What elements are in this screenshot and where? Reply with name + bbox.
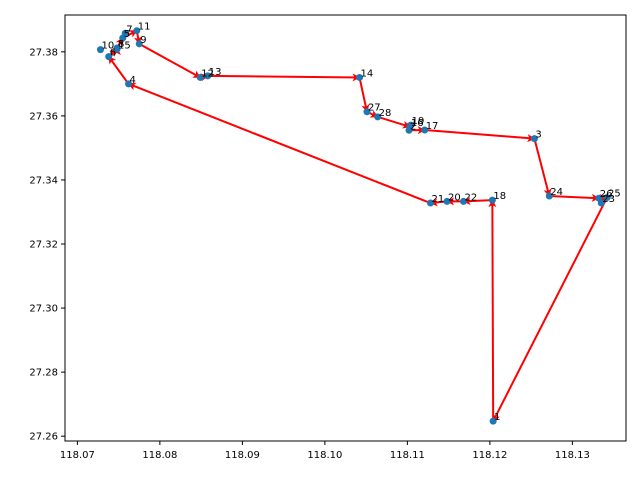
data-point <box>363 108 371 116</box>
point-label: 21 <box>431 194 444 205</box>
data-point <box>204 72 212 80</box>
point-label: 24 <box>550 187 563 198</box>
plot-background <box>65 15 626 441</box>
x-axis-ticks: 118.07 118.08 118.09 118.10 118.11 118.12 118.… <box>60 441 590 461</box>
y-tick-label: 27.36 <box>29 111 58 122</box>
point-label: 2 <box>410 121 416 132</box>
y-axis-ticks: 27.26 27.28 27.30 27.32 27.34 27.36 27.38 <box>29 47 65 443</box>
route-arrow <box>127 82 431 204</box>
data-point <box>374 113 382 121</box>
data-point <box>125 80 133 88</box>
point-label: 5 <box>124 29 130 40</box>
plot-frame <box>64 14 627 442</box>
point-label: 3 <box>535 130 541 141</box>
point-label: 7 <box>126 24 132 35</box>
x-tick-label: 118.11 <box>390 450 425 461</box>
x-tick-label: 118.13 <box>555 450 590 461</box>
route-arrow <box>533 138 552 197</box>
point-label: 10 <box>101 41 114 52</box>
y-tick-label: 27.28 <box>29 368 58 379</box>
point-label: 14 <box>361 68 374 79</box>
route-arrow <box>207 73 361 82</box>
point-label: 4 <box>130 75 136 86</box>
point-label: 26 <box>600 189 613 200</box>
data-point <box>96 46 104 54</box>
data-point <box>488 196 496 204</box>
data-point <box>105 53 113 61</box>
data-points <box>96 27 611 425</box>
y-tick-label: 27.38 <box>29 47 58 58</box>
data-point <box>530 135 538 143</box>
point-label: 9 <box>140 35 146 46</box>
route-arrow <box>549 193 600 202</box>
y-tick-label: 27.26 <box>29 432 58 443</box>
x-tick-label: 118.09 <box>225 450 260 461</box>
data-point <box>407 121 415 129</box>
point-label: 18 <box>493 191 506 202</box>
point-label: 1 <box>494 412 500 423</box>
data-point <box>135 40 143 48</box>
point-label: 22 <box>464 192 477 203</box>
data-point <box>489 417 497 425</box>
point-label: 6 <box>110 48 116 59</box>
route-arrow <box>358 77 370 113</box>
data-point <box>196 73 204 81</box>
point-label: 15 <box>118 40 131 51</box>
point-label: 12 <box>201 68 214 79</box>
data-point <box>133 27 141 35</box>
point-label: 20 <box>448 192 461 203</box>
data-point <box>459 197 467 205</box>
route-arrow <box>462 197 493 206</box>
y-tick-label: 27.34 <box>29 175 58 186</box>
data-point <box>545 192 553 200</box>
point-label: 16 <box>411 118 424 129</box>
y-tick-label: 27.32 <box>29 240 58 251</box>
data-point <box>356 73 364 81</box>
x-tick-label: 118.10 <box>307 450 342 461</box>
point-label: 13 <box>209 67 222 78</box>
route-arrow <box>377 115 411 129</box>
point-label: 19 <box>412 116 425 127</box>
point-label: 27 <box>368 103 381 114</box>
route-arrow <box>424 128 536 143</box>
point-label: 17 <box>426 121 439 132</box>
route-arrow <box>488 199 497 422</box>
point-label: 23 <box>602 194 615 205</box>
point-label: 25 <box>608 189 621 200</box>
y-tick-label: 27.30 <box>29 304 58 315</box>
data-point <box>595 194 603 202</box>
data-point <box>426 199 434 207</box>
data-point <box>121 29 129 37</box>
point-label: 8 <box>118 39 124 50</box>
route-arrow <box>138 42 202 79</box>
data-point <box>421 126 429 134</box>
route-arrow <box>107 55 130 85</box>
data-point <box>603 194 611 202</box>
x-tick-label: 118.12 <box>472 450 507 461</box>
point-label: 28 <box>379 108 392 119</box>
point-label: 11 <box>138 22 151 33</box>
x-tick-label: 118.07 <box>60 450 95 461</box>
x-tick-label: 118.08 <box>142 450 177 461</box>
data-point <box>443 197 451 205</box>
data-point <box>113 45 121 53</box>
route-arrow <box>492 197 608 423</box>
